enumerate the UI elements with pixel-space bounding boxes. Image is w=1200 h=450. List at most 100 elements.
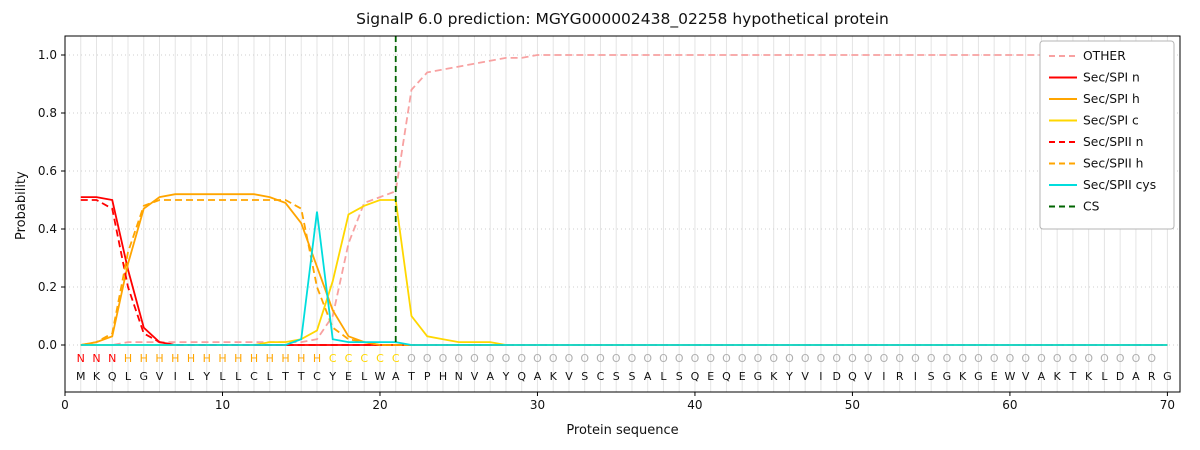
residue-letter: W bbox=[1004, 370, 1015, 383]
region-label: O bbox=[864, 352, 873, 365]
region-label: H bbox=[203, 352, 211, 365]
residue-letter: T bbox=[407, 370, 415, 383]
region-label: O bbox=[502, 352, 511, 365]
residue-letter: L bbox=[660, 370, 667, 383]
residue-letter: S bbox=[613, 370, 620, 383]
legend-label: CS bbox=[1083, 200, 1100, 214]
region-label: H bbox=[250, 352, 258, 365]
region-label: C bbox=[376, 352, 384, 365]
region-label: O bbox=[533, 352, 542, 365]
residue-letter: M bbox=[76, 370, 86, 383]
region-label: O bbox=[754, 352, 763, 365]
region-label: H bbox=[218, 352, 226, 365]
residue-letter: S bbox=[581, 370, 588, 383]
legend-label: Sec/SPII h bbox=[1083, 157, 1143, 171]
residue-letter: E bbox=[739, 370, 746, 383]
series-sec-spii-cys bbox=[80, 211, 1168, 346]
x-tick-label: 0 bbox=[61, 398, 69, 412]
region-label: O bbox=[817, 352, 826, 365]
residue-letter: Y bbox=[202, 370, 210, 383]
region-label: O bbox=[643, 352, 652, 365]
residue-letter: K bbox=[959, 370, 967, 383]
region-label: O bbox=[454, 352, 463, 365]
residue-letter: E bbox=[991, 370, 998, 383]
region-label: H bbox=[171, 352, 179, 365]
residue-letter: A bbox=[1132, 370, 1140, 383]
region-label: H bbox=[234, 352, 242, 365]
residue-letter: H bbox=[439, 370, 447, 383]
y-tick-label: 0.2 bbox=[38, 280, 57, 294]
region-label: N bbox=[92, 352, 100, 365]
x-tick-label: 40 bbox=[687, 398, 702, 412]
region-label: O bbox=[895, 352, 904, 365]
region-label: H bbox=[124, 352, 132, 365]
grid-lines bbox=[65, 36, 1180, 392]
x-tick-label: 30 bbox=[530, 398, 545, 412]
residue-letter: G bbox=[139, 370, 148, 383]
y-axis-ticks: 0.0 0.2 0.4 0.6 0.8 1.0 bbox=[38, 48, 65, 352]
residue-letter: Y bbox=[502, 370, 510, 383]
region-label: C bbox=[345, 352, 353, 365]
residue-letter: K bbox=[550, 370, 558, 383]
region-label: O bbox=[722, 352, 731, 365]
residue-letter: L bbox=[125, 370, 132, 383]
residue-letter: A bbox=[534, 370, 542, 383]
region-label: O bbox=[801, 352, 810, 365]
x-tick-label: 70 bbox=[1160, 398, 1175, 412]
region-label: O bbox=[769, 352, 778, 365]
residue-letter: R bbox=[1148, 370, 1156, 383]
region-label: O bbox=[675, 352, 684, 365]
region-label: N bbox=[77, 352, 85, 365]
region-label: O bbox=[1084, 352, 1093, 365]
residue-letter: D bbox=[1116, 370, 1124, 383]
region-label: O bbox=[943, 352, 952, 365]
region-label: O bbox=[470, 352, 479, 365]
residue-letter: Q bbox=[691, 370, 700, 383]
residue-letter: T bbox=[297, 370, 305, 383]
residue-letter: L bbox=[267, 370, 274, 383]
region-label: O bbox=[596, 352, 605, 365]
legend-label: Sec/SPI n bbox=[1083, 71, 1140, 85]
legend-label: OTHER bbox=[1083, 49, 1126, 63]
residue-letter: V bbox=[565, 370, 573, 383]
residue-letter: S bbox=[676, 370, 683, 383]
residue-letter: A bbox=[486, 370, 494, 383]
series-sec-spi-n bbox=[80, 196, 1168, 346]
residue-letter: L bbox=[219, 370, 226, 383]
residue-letter: S bbox=[928, 370, 935, 383]
residue-letter: A bbox=[1038, 370, 1046, 383]
region-label: O bbox=[407, 352, 416, 365]
residue-letter: K bbox=[93, 370, 101, 383]
region-label: O bbox=[832, 352, 841, 365]
x-tick-label: 10 bbox=[215, 398, 230, 412]
residue-letter: R bbox=[896, 370, 904, 383]
residue-letter: Y bbox=[785, 370, 793, 383]
region-label: H bbox=[187, 352, 195, 365]
region-label: H bbox=[281, 352, 289, 365]
series-other bbox=[80, 54, 1168, 346]
residue-letter: W bbox=[375, 370, 386, 383]
region-label: O bbox=[1037, 352, 1046, 365]
region-label: O bbox=[1053, 352, 1062, 365]
region-label: O bbox=[549, 352, 558, 365]
residue-letter: C bbox=[250, 370, 258, 383]
residue-letter: L bbox=[1101, 370, 1108, 383]
region-label: O bbox=[565, 352, 574, 365]
residue-letter: Y bbox=[328, 370, 336, 383]
region-label: N bbox=[108, 352, 116, 365]
region-label: O bbox=[1069, 352, 1078, 365]
x-tick-label: 20 bbox=[372, 398, 387, 412]
region-label: O bbox=[738, 352, 747, 365]
region-label: O bbox=[1006, 352, 1015, 365]
region-label: O bbox=[974, 352, 983, 365]
residue-letter: C bbox=[597, 370, 605, 383]
residue-letter: L bbox=[361, 370, 368, 383]
region-label: O bbox=[880, 352, 889, 365]
region-label: O bbox=[848, 352, 857, 365]
region-label: O bbox=[612, 352, 621, 365]
region-label: O bbox=[958, 352, 967, 365]
x-axis-ticks: 0 10 20 30 40 50 60 70 bbox=[61, 392, 1175, 412]
residue-letter: E bbox=[345, 370, 352, 383]
